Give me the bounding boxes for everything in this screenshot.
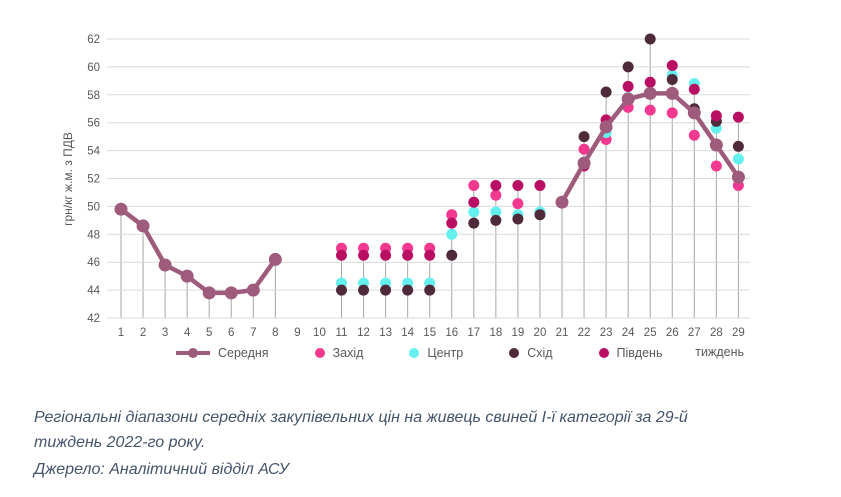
svg-text:1: 1 [118, 327, 124, 339]
svg-text:44: 44 [87, 285, 100, 297]
svg-text:12: 12 [357, 327, 370, 339]
svg-text:52: 52 [87, 174, 100, 186]
svg-text:42: 42 [87, 313, 100, 325]
svg-text:50: 50 [87, 201, 100, 213]
svg-text:60: 60 [87, 62, 100, 74]
series-Середня [114, 86, 745, 300]
svg-text:27: 27 [688, 327, 701, 339]
svg-text:46: 46 [87, 257, 100, 269]
svg-text:54: 54 [87, 146, 100, 158]
svg-text:2: 2 [140, 327, 146, 339]
svg-text:8: 8 [272, 327, 278, 339]
svg-text:16: 16 [445, 327, 458, 339]
svg-text:28: 28 [710, 327, 723, 339]
chart-legend: Середня Захід Центр Схід Південь [0, 341, 841, 365]
svg-text:11: 11 [336, 327, 348, 339]
svg-text:18: 18 [489, 327, 502, 339]
svg-text:24: 24 [622, 327, 635, 339]
svg-text:58: 58 [87, 90, 100, 102]
tsentr-dot-swatch [409, 348, 420, 358]
legend-item-pivden: Південь [598, 346, 663, 360]
svg-text:23: 23 [600, 327, 613, 339]
svg-text:19: 19 [512, 327, 525, 339]
legend-label-pivden: Південь [616, 346, 663, 360]
svg-text:17: 17 [467, 327, 480, 339]
chart-source: Джерело: Аналітичний відділ АСУ [34, 460, 289, 478]
svg-text:48: 48 [87, 229, 100, 241]
svg-text:5: 5 [206, 327, 212, 339]
skhid-dot-swatch [509, 348, 520, 358]
svg-text:7: 7 [250, 327, 256, 339]
legend-label-tsentr: Центр [427, 346, 464, 360]
svg-text:62: 62 [87, 34, 100, 46]
svg-text:21: 21 [556, 327, 569, 339]
caption-block: Регіональні діапазони середніх закупівел… [34, 406, 734, 484]
legend-item-tsentr: Центр [409, 346, 463, 360]
y-axis-label: грн/кг ж.м. з ПДВ [61, 132, 75, 226]
svg-text:22: 22 [578, 327, 591, 339]
x-axis-label: тиждень [695, 345, 744, 359]
svg-text:13: 13 [379, 327, 392, 339]
svg-text:6: 6 [228, 327, 234, 339]
svg-text:56: 56 [87, 118, 100, 130]
svg-text:4: 4 [184, 327, 191, 339]
x-tick-labels: 1 2 3 4 5 6 7 8 9 10 11 12 13 14 15 16 17 18 19 20 21 22 23 24 2… [118, 327, 745, 339]
svg-text:15: 15 [423, 327, 436, 339]
gridlines [107, 38, 750, 319]
chart-caption: Регіональні діапазони середніх закупівел… [34, 409, 688, 451]
legend-label-skhid: Схід [527, 346, 553, 360]
svg-text:9: 9 [294, 327, 300, 339]
svg-text:26: 26 [666, 327, 679, 339]
legend-item-serednia: Середня [176, 346, 269, 360]
legend-item-zakhid: Захід [314, 346, 364, 360]
legend-item-skhid: Схід [509, 346, 553, 360]
svg-text:14: 14 [401, 327, 414, 339]
svg-text:29: 29 [732, 327, 745, 339]
svg-text:3: 3 [162, 327, 168, 339]
svg-text:10: 10 [313, 327, 326, 339]
zakhid-dot-swatch [314, 348, 325, 358]
y-tick-labels: 42 44 46 48 50 52 54 56 58 60 62 [87, 34, 100, 325]
legend-label-serednia: Середня [218, 346, 269, 360]
svg-text:20: 20 [534, 327, 547, 339]
svg-text:25: 25 [644, 327, 657, 339]
pivden-dot-swatch [598, 348, 609, 358]
serednia-line-swatch [176, 348, 210, 358]
legend-label-zakhid: Захід [332, 346, 364, 360]
